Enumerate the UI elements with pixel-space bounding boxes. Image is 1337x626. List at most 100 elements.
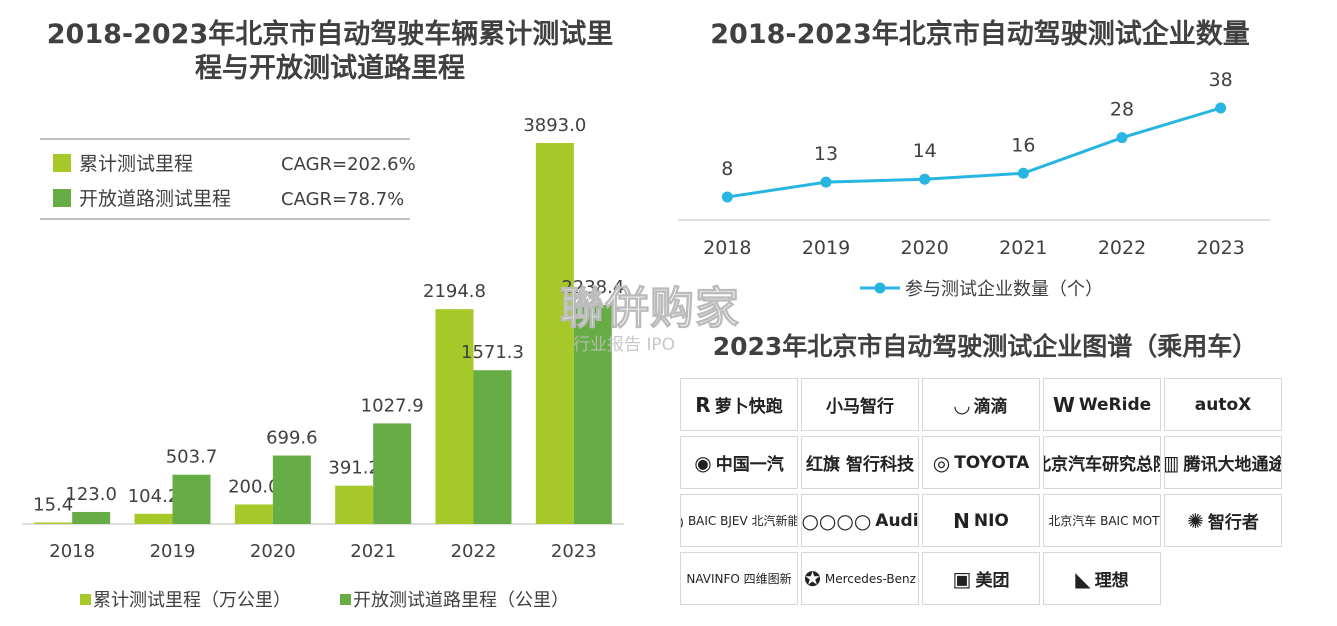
brand-name: BAIC BJEV 北汽新能源 (687, 514, 797, 528)
brand-name: NIO (973, 510, 1009, 531)
brand-name: autoX (1194, 394, 1252, 415)
brand-name: Audi (875, 510, 919, 531)
x-tick-label: 2021 (999, 237, 1047, 259)
logo-cell: N NIO (922, 494, 1040, 547)
x-tick-label: 2023 (1196, 237, 1244, 259)
legend-box-label: 开放道路测试里程 (79, 188, 231, 210)
data-label-open-road-2020: 699.6 (266, 428, 318, 449)
data-label-open-road-2022: 1571.3 (461, 342, 524, 363)
data-label-open-road-2019: 503.7 (166, 447, 218, 468)
logo-grid: R 萝卜快跑 小马智行 ◡ 滴滴 W WeRide autoX ◉ 中国一汽 红旗 智行科技 ◎ TOY… (680, 378, 1288, 606)
data-label-2018: 8 (721, 158, 733, 180)
logo-cell: R 萝卜快跑 (680, 378, 798, 431)
brand-name: NAVINFO 四维图新 (686, 572, 792, 586)
legend-marker (874, 282, 886, 294)
legend-swatch (340, 594, 351, 605)
legend-label: 开放测试道路里程（公里） (353, 590, 569, 611)
line-chart: 8 2018 13 2019 14 2020 16 2021 28 2022 38 2023 参与测试企… (678, 69, 1270, 300)
logo-cell: ✺ 智行者 (1164, 494, 1282, 547)
bar-open-road-2019 (172, 474, 211, 524)
brand-name: 小马智行 (826, 397, 894, 417)
logo-cell: ✪ Mercedes-Benz (801, 552, 919, 605)
data-label-cumulative-2023: 3893.0 (523, 115, 586, 136)
brand-logo-icon: R (695, 392, 711, 417)
logo-cell: ▥腾讯大地通途 (1164, 436, 1282, 489)
brand-logo-icon: W (1052, 392, 1075, 417)
logo-cell: autoX (1164, 378, 1282, 431)
bar-open-road-2021 (373, 423, 412, 524)
bar-cumulative-2023 (535, 143, 574, 524)
brand-logo-icon: ◎ (1044, 509, 1045, 533)
brand-name: TOYOTA (954, 452, 1030, 473)
data-label-open-road-2021: 1027.9 (361, 395, 424, 416)
logo-cell: ◡ 滴滴 (922, 378, 1040, 431)
brand-logo-icon: ○○○○ (801, 508, 872, 533)
legend-box-swatch (53, 154, 71, 172)
legend-box-label: 累计测试里程 (79, 153, 193, 175)
series-line (727, 106, 1222, 199)
logo-cell: NAVINFO 四维图新 (680, 552, 798, 605)
data-point-2019 (820, 176, 832, 188)
x-tick-label: 2020 (900, 237, 948, 259)
brand-name: 理想 (1094, 571, 1129, 591)
bar-cumulative-2020 (234, 504, 273, 524)
brand-logo-icon: ◉ (694, 450, 712, 475)
logo-map-title: 2023年北京市自动驾驶测试企业图谱（乘用车） (712, 332, 1258, 361)
brand-logo-icon: N (953, 508, 970, 533)
brand-name: 中国一汽 (715, 455, 784, 475)
data-label-cumulative-2022: 2194.8 (423, 281, 486, 302)
brand-logo-icon: ▣ (952, 566, 972, 591)
legend-box-swatch (53, 189, 71, 207)
brand-logo-icon: ◎ (681, 509, 684, 533)
bar-open-road-2018 (72, 511, 111, 524)
data-point-2021 (1017, 167, 1029, 179)
logo-cell: ▣ 美团 (922, 552, 1040, 605)
logo-cell: W WeRide (1043, 378, 1161, 431)
watermark-subtitle: 行业报告 IPO (573, 335, 676, 355)
data-label-open-road-2023: 2238.4 (561, 277, 624, 298)
brand-name: 美团 (975, 571, 1010, 591)
brand-name: 北京汽车 BAIC MOTOR (1048, 514, 1160, 528)
x-tick-label: 2018 (49, 541, 95, 562)
left-chart-title: 2018-2023年北京市自动驾驶车辆累计测试里程与开放测试道路里程 (46, 19, 614, 84)
logo-cell: 红旗 智行科技 (801, 436, 919, 489)
brand-name: 红旗 智行科技 (806, 455, 914, 475)
logo-cell: ○○○○ Audi (801, 494, 919, 547)
x-tick-label: 2019 (802, 237, 850, 259)
data-label-cumulative-2021: 391.2 (328, 458, 380, 479)
legend-swatch (80, 594, 91, 605)
brand-name: 腾讯大地通途 (1183, 455, 1282, 475)
bar-open-road-2022 (473, 370, 512, 524)
x-tick-label: 2020 (250, 541, 296, 562)
bar-cumulative-2022 (435, 309, 474, 524)
data-label-cumulative-2019: 104.2 (128, 486, 180, 507)
brand-logo-icon: ◎ (932, 450, 951, 475)
data-point-2022 (1116, 132, 1128, 144)
logo-cell: 北京汽车研究总院 (1043, 436, 1161, 489)
brand-logo-icon: ✺ (1187, 508, 1204, 533)
brand-name: 萝卜快跑 (714, 397, 783, 417)
logo-cell: ◎BAIC BJEV 北汽新能源 (680, 494, 798, 547)
logo-cell: ◎北京汽车 BAIC MOTOR (1043, 494, 1161, 547)
x-tick-label: 2018 (703, 237, 751, 259)
legend-label: 参与测试企业数量（个） (905, 279, 1103, 300)
brand-logo-icon: ◣ (1075, 566, 1091, 591)
watermark: 聯併购家 (560, 283, 740, 335)
logo-cell: ◎ TOYOTA (922, 436, 1040, 489)
legend-box-cagr: CAGR=202.6% (281, 154, 416, 175)
data-point-2023 (1215, 102, 1227, 114)
legend-box-cagr: CAGR=78.7% (281, 189, 404, 210)
brand-name: 北京汽车研究总院 (1044, 455, 1160, 475)
bar-cumulative-2021 (335, 485, 374, 524)
x-tick-label: 2021 (350, 541, 396, 562)
data-label-open-road-2018: 123.0 (65, 484, 117, 505)
bar-open-road-2020 (272, 455, 311, 524)
brand-logo-icon: ◡ (954, 392, 970, 417)
brand-logo-icon: ▥ (1165, 451, 1179, 475)
brand-name: Mercedes-Benz (824, 571, 916, 586)
data-label-cumulative-2020: 200.0 (228, 476, 280, 497)
bar-open-road-2023 (573, 304, 612, 524)
brand-name: 智行者 (1207, 513, 1259, 533)
right-chart-title: 2018-2023年北京市自动驾驶测试企业数量 (710, 19, 1250, 50)
